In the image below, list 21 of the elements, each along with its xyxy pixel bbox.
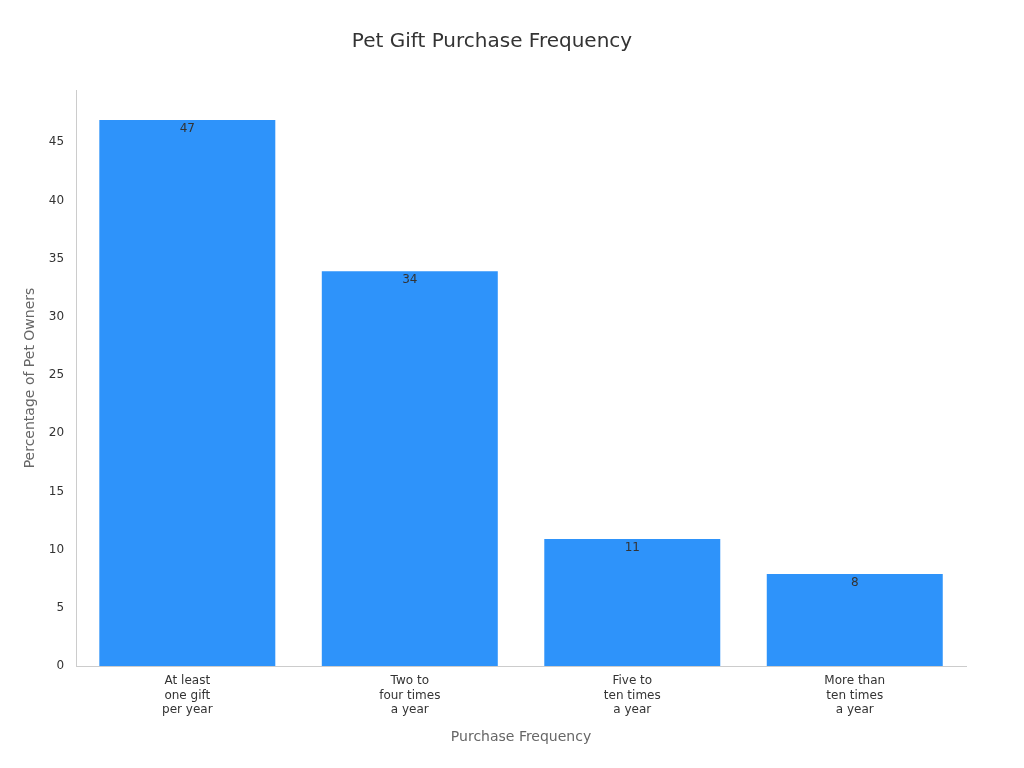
y-tick-label: 5: [56, 599, 65, 614]
x-tick-label: Two to four times a year: [379, 673, 441, 717]
data-label: 11: [624, 540, 640, 555]
x-axis-title: Purchase Frequency: [450, 728, 592, 745]
data-label: 8: [850, 575, 859, 590]
chart-title: Pet Gift Purchase Frequency: [351, 28, 633, 53]
y-tick-label: 0: [56, 658, 65, 673]
y-tick-label: 30: [48, 309, 65, 324]
y-tick-label: 15: [48, 483, 65, 498]
data-label: 34: [402, 272, 418, 287]
y-tick-label: 10: [48, 541, 65, 556]
data-label: 47: [179, 121, 195, 136]
y-tick-label: 40: [48, 192, 65, 207]
y-tick-label: 20: [48, 425, 65, 440]
x-tick-label: Five to ten times a year: [603, 673, 661, 717]
y-axis-title: Percentage of Pet Owners: [21, 287, 38, 469]
y-tick-label: 35: [48, 250, 65, 265]
x-tick-label: More than ten times a year: [824, 673, 886, 717]
x-tick-label: At least one gift per year: [162, 673, 213, 717]
y-tick-label: 25: [48, 367, 65, 382]
y-tick-label: 45: [48, 134, 65, 149]
